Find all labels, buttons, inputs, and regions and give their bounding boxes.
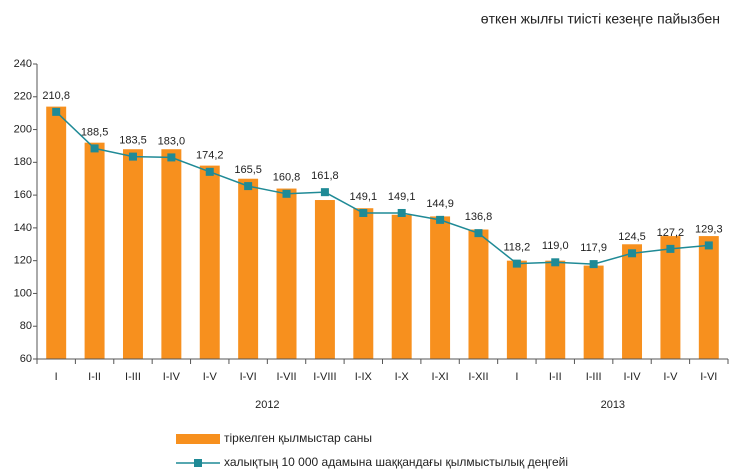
y-tick-label: 240 xyxy=(14,58,32,70)
chart-subtitle: өткен жылғы тиісті кезеңге пайызбен xyxy=(481,11,720,27)
data-label: 119,0 xyxy=(542,240,569,252)
x-tick-label: I-V xyxy=(663,371,678,383)
y-tick-label: 60 xyxy=(20,353,32,365)
line xyxy=(55,111,709,265)
bar xyxy=(622,244,643,359)
data-label: 165,5 xyxy=(234,164,262,176)
marker xyxy=(474,229,483,238)
x-tick-label: I-V xyxy=(203,371,218,383)
y-tick-label: 100 xyxy=(14,287,32,299)
marker xyxy=(359,208,368,217)
y-tick-label: 160 xyxy=(14,189,32,201)
x-tick-label: I xyxy=(515,371,518,383)
bar xyxy=(161,149,182,359)
x-tick-label: I-VI xyxy=(240,371,257,383)
bar xyxy=(84,142,105,359)
bar xyxy=(122,149,143,359)
marker xyxy=(704,241,713,250)
x-tick-label: I-III xyxy=(125,371,141,383)
data-label: 183,0 xyxy=(158,135,186,147)
bar xyxy=(353,208,374,359)
marker xyxy=(397,208,406,217)
data-label: 188,5 xyxy=(81,126,109,138)
marker xyxy=(90,144,99,153)
bar xyxy=(698,236,719,359)
bar xyxy=(276,188,297,359)
y-tick-label: 120 xyxy=(14,255,32,267)
data-label: 118,2 xyxy=(504,242,531,254)
bar xyxy=(660,236,681,359)
bar xyxy=(468,229,489,359)
x-tick-label: I-XII xyxy=(468,371,488,383)
marker xyxy=(52,107,61,116)
legend-swatch xyxy=(194,459,202,467)
data-label: 129,3 xyxy=(695,223,723,235)
group-label: 2013 xyxy=(601,399,625,411)
bar xyxy=(391,214,412,359)
x-tick-label: I-VII xyxy=(276,371,296,383)
x-tick-label: I-III xyxy=(586,371,602,383)
marker xyxy=(205,167,214,176)
data-label: 174,2 xyxy=(196,150,224,162)
marker xyxy=(282,189,291,198)
x-tick-label: I-IV xyxy=(163,371,181,383)
data-label: 210,8 xyxy=(42,90,70,102)
y-tick-label: 180 xyxy=(14,156,32,168)
marker xyxy=(551,258,560,267)
bar xyxy=(583,265,604,359)
data-label: 117,9 xyxy=(580,242,607,254)
bar xyxy=(238,178,259,359)
x-tick-label: I-IX xyxy=(355,371,373,383)
data-label: 160,8 xyxy=(273,172,301,184)
group-label: 2012 xyxy=(255,399,279,411)
x-tick-label: I-VIII xyxy=(313,371,336,383)
marker xyxy=(628,249,637,258)
bar xyxy=(199,165,220,359)
legend-label: тіркелген қылмыстар саны xyxy=(224,431,372,445)
bar xyxy=(314,200,335,359)
bar xyxy=(430,216,451,359)
y-tick-label: 200 xyxy=(14,123,32,135)
marker xyxy=(436,215,445,224)
x-tick-label: I-X xyxy=(395,371,410,383)
x-tick-label: I-XI xyxy=(432,371,449,383)
bar xyxy=(46,106,67,359)
x-tick-label: I-II xyxy=(549,371,562,383)
y-tick-label: 80 xyxy=(20,320,32,332)
data-label: 124,5 xyxy=(618,231,646,243)
data-label: 136,8 xyxy=(465,211,493,223)
x-tick-label: I-II xyxy=(88,371,101,383)
data-label: 127,2 xyxy=(657,227,685,239)
legend-swatch xyxy=(176,434,220,444)
marker xyxy=(167,153,176,162)
data-label: 161,8 xyxy=(311,170,339,182)
y-tick-label: 140 xyxy=(14,222,32,234)
data-label: 149,1 xyxy=(388,191,416,203)
y-tick-label: 220 xyxy=(14,91,32,103)
marker xyxy=(512,259,521,268)
data-label: 149,1 xyxy=(350,191,378,203)
data-label: 144,9 xyxy=(426,198,454,210)
x-tick-label: I-IV xyxy=(623,371,641,383)
marker xyxy=(589,260,598,269)
x-tick-label: I xyxy=(55,371,58,383)
marker xyxy=(666,244,675,253)
legend-label: халықтың 10 000 адамына шаққандағы қылмы… xyxy=(224,455,568,469)
marker xyxy=(320,188,329,197)
data-label: 183,5 xyxy=(119,135,147,147)
x-tick-label: I-VI xyxy=(700,371,717,383)
marker xyxy=(128,152,137,161)
bar xyxy=(545,260,566,359)
bar xyxy=(506,260,527,359)
marker xyxy=(244,182,253,191)
